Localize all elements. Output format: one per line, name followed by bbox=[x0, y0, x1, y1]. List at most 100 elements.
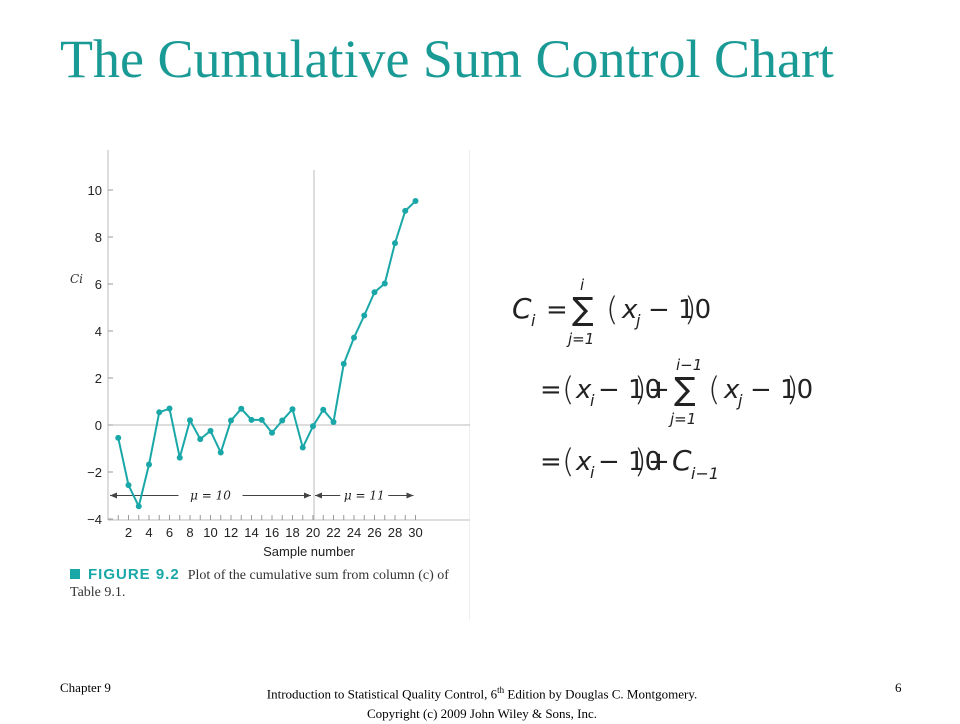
y-axis-label: Ci bbox=[70, 272, 83, 286]
footer-copyright: Copyright (c) 2009 John Wiley & Sons, In… bbox=[367, 706, 597, 722]
figure-panel: −4 −2 0 2 4 6 8 10 2 4 6 8 10 12 14 16 18 20 22 24 26 28 30 Sam… bbox=[50, 150, 470, 620]
cusum-data-point bbox=[197, 436, 204, 443]
formula-minus10: − 10 bbox=[648, 295, 711, 325]
footer-page-number: 6 bbox=[895, 680, 902, 695]
annotation-label: μ = 11 bbox=[344, 489, 385, 503]
annotation-label: μ = 10 bbox=[190, 489, 231, 503]
formula-lparen-3: ( bbox=[708, 370, 720, 408]
cusum-data-point bbox=[392, 240, 398, 247]
formula-minus10-4: − 10 bbox=[598, 447, 661, 477]
cusum-data-point bbox=[187, 417, 193, 424]
cusum-data-point bbox=[361, 312, 368, 319]
annotation-arrowhead-right bbox=[406, 492, 414, 499]
formula-c: C bbox=[512, 292, 532, 325]
formula-lparen-2: ( bbox=[562, 370, 574, 408]
cusum-data-point bbox=[248, 416, 255, 423]
y-tick-label: −2 bbox=[87, 465, 102, 480]
formula-lparen-4: ( bbox=[562, 442, 574, 480]
annotation-arrowhead-left bbox=[110, 492, 117, 499]
cusum-formula: C i = ∑ i j=1 ( x j − 10 ) = ( x i − 10 … bbox=[512, 276, 813, 483]
formula-sum: ∑ bbox=[572, 290, 594, 328]
formula-line-1: C i = ∑ i j=1 ( x j − 10 ) bbox=[512, 276, 711, 348]
formula-rparen-4: ) bbox=[634, 442, 646, 480]
formula-c-2: C bbox=[672, 444, 692, 477]
x-tick-label: 22 bbox=[326, 525, 340, 540]
cusum-data-point bbox=[289, 406, 296, 413]
formula-sum-upper-2: i−1 bbox=[676, 356, 702, 374]
cusum-data-point bbox=[217, 449, 224, 456]
formula-x: x bbox=[621, 295, 638, 325]
formula-sum-lower: j=1 bbox=[566, 330, 594, 348]
cusum-data-point bbox=[135, 503, 142, 510]
figure-caption-text: Plot of the cumulative sum from column (… bbox=[70, 568, 449, 600]
formula-minus10-2: − 10 bbox=[598, 375, 661, 405]
formula-sum-lower-2: j=1 bbox=[668, 410, 696, 428]
footer-chapter: Chapter 9 bbox=[60, 680, 111, 695]
x-tick-label: 6 bbox=[166, 525, 173, 540]
footer-book-sup: th bbox=[497, 685, 505, 695]
y-tick-label: 2 bbox=[95, 371, 102, 386]
formula-line-2: = ( x i − 10 ) + ∑ i−1 j=1 ( x j − 10 ) bbox=[540, 356, 813, 428]
x-tick-label: 18 bbox=[285, 525, 299, 540]
x-tick-label: 28 bbox=[388, 525, 402, 540]
formula-eq: = bbox=[546, 295, 568, 325]
footer-book-line1a: Introduction to Statistical Quality Cont… bbox=[266, 686, 498, 702]
formula-x-2: x bbox=[575, 375, 592, 405]
formula-line-3: = ( x i − 10 ) + C i−1 bbox=[540, 442, 719, 483]
cusum-data-point bbox=[146, 461, 152, 468]
cusum-data-point bbox=[402, 207, 409, 214]
y-tick-label: 8 bbox=[95, 230, 102, 245]
formula-rparen: ) bbox=[684, 290, 696, 328]
cusum-data-point bbox=[115, 434, 122, 441]
formula-plus: + bbox=[648, 375, 670, 405]
cusum-data-point bbox=[330, 418, 337, 425]
x-tick-label: 4 bbox=[145, 525, 152, 540]
cusum-data-point bbox=[258, 416, 265, 423]
cusum-data-point bbox=[228, 417, 234, 424]
formula-sub-i-4: i bbox=[590, 463, 595, 482]
formula-x-3: x bbox=[723, 375, 740, 405]
x-tick-label: 16 bbox=[265, 525, 279, 540]
y-tick-label: 0 bbox=[95, 418, 102, 433]
cusum-data-point bbox=[279, 417, 286, 424]
formula-plus-2: + bbox=[648, 447, 670, 477]
formula-lparen: ( bbox=[606, 290, 618, 328]
cusum-data-point bbox=[310, 423, 316, 430]
cusum-series-line bbox=[117, 200, 417, 510]
x-tick-label: 8 bbox=[186, 525, 193, 540]
cusum-data-point bbox=[207, 427, 214, 434]
x-tick-label: 2 bbox=[125, 525, 132, 540]
cusum-data-point bbox=[381, 280, 388, 287]
formula-sub-im1: i−1 bbox=[691, 464, 719, 483]
cusum-data-point bbox=[340, 360, 347, 367]
formula-sub-i-2: i bbox=[590, 391, 595, 410]
formula-eq-2: = bbox=[540, 375, 562, 405]
y-tick-label: 4 bbox=[95, 324, 102, 339]
annotation-arrowhead-right bbox=[304, 492, 311, 499]
formula-minus10-3: − 10 bbox=[750, 375, 813, 405]
cusum-data-point bbox=[238, 405, 245, 412]
formula-sub-i: i bbox=[531, 311, 536, 330]
formula-sub-j-3: j bbox=[736, 391, 743, 410]
cusum-data-point bbox=[371, 289, 378, 296]
footer-book-line1b: Edition by Douglas C. Montgomery. bbox=[504, 686, 698, 702]
x-tick-label: 12 bbox=[224, 525, 238, 540]
cusum-data-point bbox=[166, 405, 173, 412]
cusum-data-point bbox=[269, 429, 275, 436]
formula-rparen-3: ) bbox=[786, 370, 798, 408]
formula-x-4: x bbox=[575, 447, 592, 477]
annotation-arrowhead-left bbox=[315, 492, 322, 499]
x-tick-label: 10 bbox=[203, 525, 217, 540]
x-tick-label: 14 bbox=[244, 525, 258, 540]
cusum-data-point bbox=[412, 198, 419, 205]
formula-sub-j: j bbox=[634, 311, 641, 330]
x-axis-label: Sample number bbox=[263, 544, 355, 559]
cusum-data-point bbox=[351, 334, 357, 341]
figure-label: FIGURE 9.2 bbox=[88, 566, 180, 583]
figure-marker-icon bbox=[70, 569, 80, 579]
cusum-data-point bbox=[320, 406, 327, 413]
formula-sum-2: ∑ bbox=[674, 370, 696, 408]
footer-book-citation: Introduction to Statistical Quality Cont… bbox=[212, 680, 752, 724]
y-tick-label: −4 bbox=[87, 512, 102, 527]
